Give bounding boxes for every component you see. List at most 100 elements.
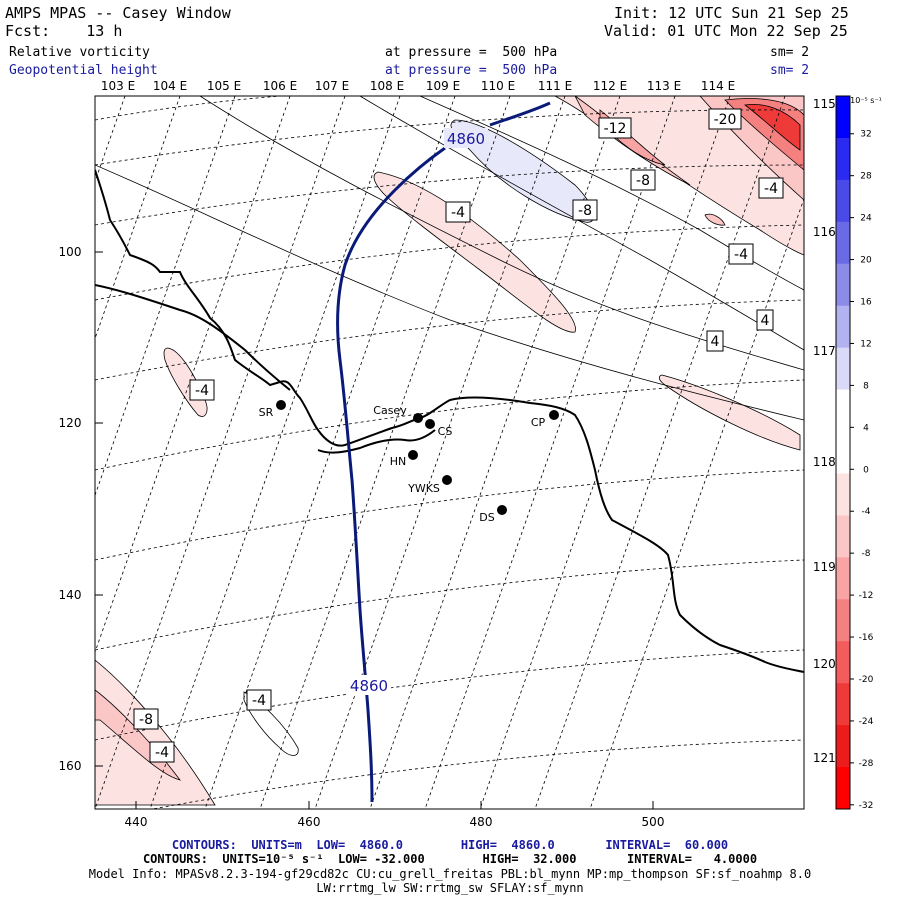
meridian-line — [95, 96, 346, 809]
lon-label: 104 E — [153, 79, 187, 93]
parallel-line — [95, 224, 804, 301]
svg-text:CP: CP — [531, 416, 546, 429]
svg-text:-8: -8 — [578, 203, 592, 219]
parallel-line — [95, 649, 804, 741]
parallel-line — [95, 96, 560, 121]
svg-text:SR: SR — [259, 406, 274, 419]
plot-frame — [94, 95, 805, 810]
colorbar-level: -16 — [859, 633, 874, 643]
lon-label: 114 E — [701, 79, 735, 93]
init-time: Init: 12 UTC Sun 21 Sep 25 — [614, 4, 849, 22]
vorticity-contour-info: CONTOURS: UNITS=10⁻⁵ s⁻¹ LOW= -32.000 HI… — [142, 852, 758, 866]
lon-label: 110 E — [481, 79, 515, 93]
lon-label: 107 E — [315, 79, 349, 93]
colorbar-swatch — [836, 767, 850, 810]
field1-name: Relative vorticity — [9, 45, 150, 60]
colorbar-level: 20 — [860, 256, 872, 266]
vorticity-label: -4 — [758, 177, 784, 199]
colorbar-swatch — [836, 347, 850, 391]
vorticity-labels: -12 -20 -8 -4 -8 -4 -4 4 4 -4 -4 -8 -4 — [133, 108, 784, 763]
vorticity-label: -4 — [728, 243, 754, 265]
colorbar-level: 28 — [860, 172, 872, 182]
svg-text:4860: 4860 — [447, 130, 485, 148]
meridian-line — [95, 96, 181, 340]
station-cp: CP — [531, 410, 559, 429]
colorbar-swatch — [836, 725, 850, 768]
colorbar-level: -32 — [859, 801, 874, 811]
meridian-line — [149, 96, 401, 809]
lon-label: 109 E — [426, 79, 460, 93]
colorbar-swatch — [836, 431, 850, 474]
colorbar-swatch — [836, 683, 850, 726]
vorticity-label: -4 — [189, 379, 215, 401]
parallel-line — [95, 469, 804, 561]
svg-text:-8: -8 — [139, 712, 153, 728]
colorbar-level: 16 — [860, 298, 872, 308]
y-tick-label: 140 — [59, 588, 82, 602]
vorticity-label: -4 — [445, 201, 471, 223]
height-contour-upper — [489, 101, 551, 127]
y-tick-label: 100 — [59, 245, 82, 259]
stations: SR Casey CS HN YWKS CP DS — [259, 400, 559, 524]
lon-label: 112 E — [593, 79, 627, 93]
svg-text:CS: CS — [438, 425, 453, 438]
lon-label: 111 E — [538, 79, 572, 93]
x-tick-label: 440 — [125, 815, 148, 829]
colorbar-swatch — [836, 263, 850, 307]
vorticity-label: -8 — [133, 708, 159, 730]
colorbar-level: 24 — [860, 214, 872, 224]
vorticity-label: -4 — [246, 689, 272, 711]
colorbar-level: -20 — [859, 675, 874, 685]
svg-text:-4: -4 — [734, 247, 748, 263]
lon-label: 108 E — [370, 79, 404, 93]
graticule — [95, 96, 804, 809]
svg-text:-8: -8 — [636, 173, 650, 189]
x-tick-label: 500 — [642, 815, 665, 829]
model-info: Model Info: MPASv8.2.3-194-gf29cd82c CU:… — [88, 867, 812, 881]
svg-text:YWKS: YWKS — [407, 482, 440, 495]
colorbar-level: 32 — [860, 130, 871, 140]
svg-text:DS: DS — [479, 511, 494, 524]
colorbar-swatch — [836, 221, 850, 265]
model-info-2: LW:rrtmg_lw SW:rrtmg_sw SFLAY:sf_mynn — [316, 881, 584, 895]
colorbar-swatch — [836, 515, 850, 558]
x-tick-label: 480 — [470, 815, 493, 829]
colorbar-level: -12 — [859, 591, 874, 601]
colorbar: 10⁻⁵ s⁻¹ 32 28 24 20 16 12 8 4 0 -4 -8 -12 -16 -20 -24 -… — [835, 95, 882, 811]
colorbar-swatch — [836, 599, 850, 642]
colorbar-unit: 10⁻⁵ s⁻¹ — [850, 96, 882, 105]
svg-text:Casey: Casey — [373, 404, 407, 417]
svg-text:-4: -4 — [252, 693, 266, 709]
height-contour-info: CONTOURS: UNITS=m LOW= 4860.0 HIGH= 4860… — [171, 838, 729, 852]
parallel-line — [95, 299, 804, 381]
colorbar-swatch — [836, 473, 850, 516]
vorticity-label: -8 — [630, 169, 656, 191]
colorbar-level: 8 — [863, 381, 869, 391]
vorticity-label: -20 — [708, 108, 742, 130]
lon-label: 103 E — [101, 79, 135, 93]
station-hn: HN — [390, 450, 418, 468]
height-contour-main — [336, 146, 446, 803]
colorbar-swatch — [836, 137, 850, 181]
station-ywks: YWKS — [407, 475, 452, 495]
svg-text:4: 4 — [711, 334, 720, 350]
parallel-line — [95, 559, 804, 651]
vorticity-label: 4 — [756, 309, 774, 331]
meridian-line — [479, 96, 731, 809]
y-tick-label: 120 — [59, 416, 82, 430]
height-label: 4860 — [347, 675, 391, 695]
forecast-hour: Fcst: 13 h — [5, 22, 123, 40]
svg-text:4860: 4860 — [350, 677, 388, 695]
colorbar-level: 4 — [863, 423, 869, 433]
field1-level: at pressure = 500 hPa — [385, 45, 558, 60]
colorbar-swatch — [836, 96, 850, 139]
svg-text:-4: -4 — [451, 205, 465, 221]
field2-level: at pressure = 500 hPa — [385, 63, 558, 78]
svg-text:-4: -4 — [764, 181, 778, 197]
svg-text:-20: -20 — [714, 112, 737, 128]
colorbar-swatch — [836, 305, 850, 349]
colorbar-level: -8 — [862, 549, 871, 559]
vorticity-label: 4 — [706, 330, 724, 352]
colorbar-swatch — [836, 557, 850, 600]
vorticity-label: -12 — [598, 117, 632, 139]
